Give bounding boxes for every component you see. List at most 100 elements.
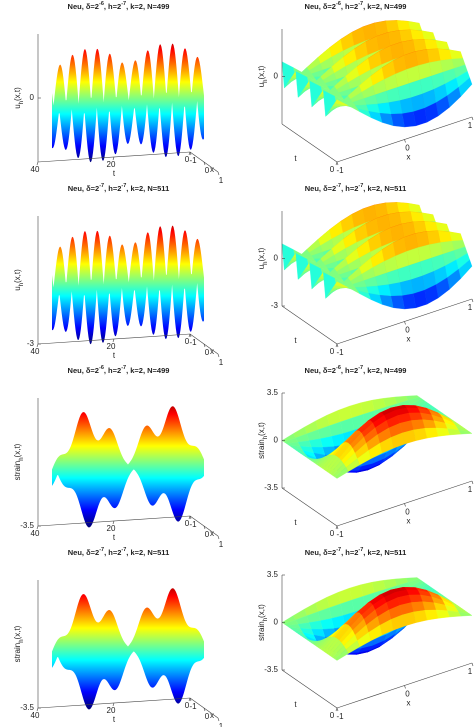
title-part: , k=2, N=511: [126, 184, 169, 193]
z-label-part: h: [263, 261, 269, 264]
surface: [52, 43, 204, 163]
title-part: -7: [121, 183, 126, 189]
t-tick-label: 0: [330, 347, 335, 356]
t-tick: [112, 702, 115, 707]
t-tick-label: 40: [31, 711, 40, 720]
z-label-part: h: [263, 79, 269, 82]
title-part: -7: [336, 183, 341, 189]
x-tick-label: 1: [219, 358, 224, 367]
title-part: , k=2, N=511: [126, 548, 169, 557]
z-label-part: u: [13, 286, 22, 290]
surface-patch: [399, 97, 414, 114]
t-tick: [36, 343, 39, 348]
panel-title: Neu, δ=2-7, h=2-7, k=2, N=511: [305, 547, 406, 557]
z-label-part: u: [257, 265, 266, 269]
title-part: Neu, δ=2: [68, 548, 99, 557]
x-tick: [189, 333, 192, 338]
title-part: , h=2: [104, 2, 121, 11]
x-tick: [203, 343, 206, 348]
t-tick: [112, 338, 115, 343]
title-part: Neu, δ=2: [305, 366, 336, 375]
title-part: , h=2: [341, 366, 358, 375]
x-tick-label: -1: [189, 156, 197, 165]
title-part: -6: [99, 1, 104, 7]
z-tick-label: -3.5: [264, 483, 278, 492]
x-tick: [217, 535, 220, 540]
t-tick: [112, 520, 115, 525]
z-tick-label: 0: [274, 72, 279, 81]
z-tick-label: 0: [274, 618, 279, 627]
t-axis-label: t: [294, 154, 297, 163]
z-label-part: h: [263, 618, 269, 621]
t-axis-label: t: [113, 169, 116, 178]
x-axis-label: x: [407, 335, 411, 344]
surface-patch: [334, 99, 349, 106]
t-tick: [335, 707, 338, 712]
t-tick-label: 20: [107, 706, 116, 715]
x-tick-label: 0: [205, 530, 210, 539]
panel-title: Neu, δ=2-7, h=2-7, k=2, N=511: [305, 183, 406, 193]
t-tick-label: 20: [107, 160, 116, 169]
z-label-part: strain: [257, 439, 266, 459]
z-tick-label: 3.5: [267, 570, 279, 579]
z-tick-label: 3.5: [267, 388, 279, 397]
t-tick-label: 0: [330, 711, 335, 720]
x-tick: [404, 139, 406, 143]
x-tick: [404, 321, 406, 325]
t-axis: [281, 305, 338, 345]
x-tick: [471, 662, 474, 667]
t-axis: [281, 669, 338, 709]
x-tick-label: -1: [336, 530, 344, 539]
panel: Neu, δ=2-6, h=2-7, k=2, N=49902040-101-3…: [13, 365, 224, 549]
t-tick: [112, 156, 115, 161]
title-part: -7: [99, 547, 104, 553]
title-part: , k=2, N=511: [363, 548, 406, 557]
x-tick: [336, 161, 339, 166]
t-axis-label: t: [113, 533, 116, 542]
x-axis-label: x: [407, 699, 411, 708]
t-tick-label: 40: [31, 165, 40, 174]
title-part: , h=2: [104, 184, 121, 193]
z-tick-label: 0: [30, 93, 35, 102]
z-tick-label: -3: [27, 339, 35, 348]
panel-title: Neu, δ=2-6, h=2-7, k=2, N=499: [305, 1, 407, 11]
t-axis: [281, 123, 338, 163]
z-label-part: u: [13, 104, 22, 108]
x-axis-label: x: [210, 347, 214, 356]
x-tick: [404, 685, 406, 689]
x-tick-label: -1: [189, 338, 197, 347]
x-tick: [217, 717, 220, 722]
title-part: , h=2: [341, 184, 358, 193]
surface-patch: [379, 295, 394, 308]
t-tick: [335, 525, 338, 530]
x-tick: [404, 503, 406, 507]
title-part: -7: [99, 183, 104, 189]
surface-patch: [334, 281, 349, 288]
x-tick-label: 1: [219, 540, 224, 549]
title-part: , h=2: [104, 366, 121, 375]
x-tick-label: 1: [219, 176, 224, 185]
x-tick: [189, 515, 192, 520]
panel-title: Neu, δ=2-6, h=2-7, k=2, N=499: [305, 365, 407, 375]
t-axis-label: t: [294, 518, 297, 527]
title-part: -7: [358, 1, 363, 7]
title-part: -7: [358, 547, 363, 553]
title-part: , k=2, N=499: [126, 2, 169, 11]
t-tick-label: 0: [330, 165, 335, 174]
z-label-part: h: [19, 457, 25, 460]
x-tick-label: -1: [336, 348, 344, 357]
title-part: -6: [99, 365, 104, 371]
t-tick: [188, 333, 191, 338]
t-tick-label: 0: [185, 701, 190, 710]
x-tick-label: 0: [405, 508, 410, 517]
t-tick-label: 40: [31, 347, 40, 356]
z-tick-label: 0: [274, 254, 279, 263]
x-tick-label: -1: [189, 520, 197, 529]
t-tick: [188, 515, 191, 520]
title-part: , h=2: [341, 2, 358, 11]
title-part: , k=2, N=499: [126, 366, 169, 375]
t-axis-label: t: [113, 715, 116, 724]
z-axis-label: uh(x,t): [257, 247, 268, 269]
x-tick: [203, 525, 206, 530]
